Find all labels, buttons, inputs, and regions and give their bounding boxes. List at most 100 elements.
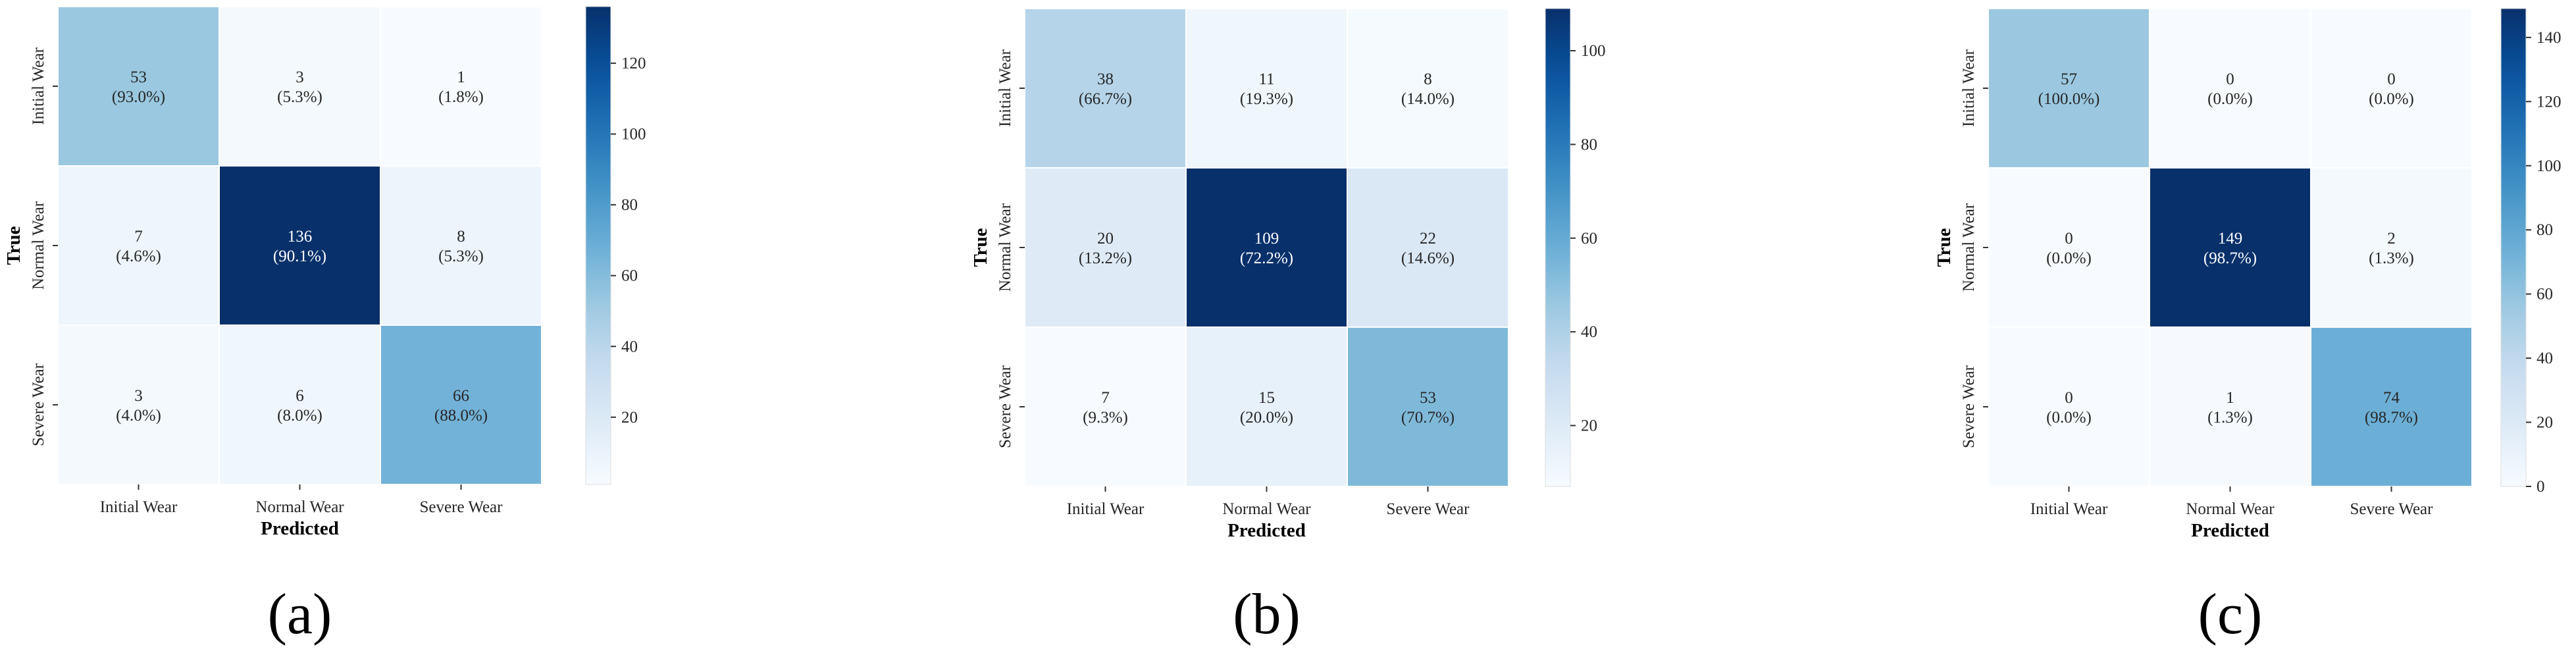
colorbar-tick-label-1: 20 [2537, 414, 2553, 432]
cell-count-2-2: 74 [2383, 389, 2400, 407]
y-tick-label-0: Initial Wear [996, 49, 1014, 127]
colorbar-tick-label-4: 100 [621, 126, 646, 143]
y-tick-label-2: Severe Wear [1960, 365, 1978, 448]
colorbar-tick-label-5: 120 [621, 55, 646, 72]
cell-count-2-0: 7 [1101, 389, 1110, 407]
cell-percent-0-1: (0.0%) [2207, 90, 2253, 108]
cell-0-1 [2149, 8, 2311, 169]
panel-caption: (a) [268, 583, 332, 646]
x-tick-label-0: Initial Wear [1067, 500, 1145, 518]
cell-1-2 [1347, 167, 1509, 328]
cell-count-2-1: 6 [296, 387, 304, 405]
cell-percent-0-1: (5.3%) [277, 88, 322, 106]
cell-count-0-1: 0 [2226, 70, 2234, 88]
panel-b: 38 (66.7%) 11 (19.3%) 8 (14.0%) 20 (13.2%) 109 (7… [970, 8, 1606, 646]
cell-count-0-1: 11 [1258, 70, 1274, 88]
cell-count-0-0: 53 [130, 68, 147, 86]
cell-2-2 [2310, 326, 2473, 487]
cell-count-2-2: 53 [1420, 389, 1436, 407]
cell-percent-1-2: (1.3%) [2369, 249, 2414, 267]
cell-count-1-0: 7 [134, 228, 143, 246]
colorbar [1545, 8, 1571, 487]
cell-1-1 [1185, 167, 1348, 328]
x-axis-label: Predicted [261, 518, 339, 539]
x-tick-label-1: Normal Wear [1222, 500, 1311, 518]
colorbar-tick-label-2: 60 [621, 267, 638, 285]
y-tick-label-1: Normal Wear [30, 201, 47, 290]
x-tick-label-1: Normal Wear [255, 498, 344, 516]
y-tick-label-0: Initial Wear [1960, 49, 1978, 127]
cell-2-2 [380, 325, 542, 485]
colorbar [2500, 8, 2527, 487]
cell-percent-1-0: (4.6%) [116, 247, 161, 265]
cell-percent-2-0: (0.0%) [2046, 409, 2092, 427]
colorbar-tick-label-3: 60 [2537, 286, 2553, 303]
cell-count-1-2: 8 [457, 228, 465, 246]
panel-caption: (b) [1233, 583, 1301, 646]
cell-count-0-0: 38 [1097, 70, 1114, 88]
colorbar-tick-label-4: 80 [2537, 221, 2553, 239]
y-tick-label-2: Severe Wear [30, 363, 47, 446]
colorbar-tick-label-0: 20 [1581, 417, 1597, 434]
cell-percent-0-1: (19.3%) [1240, 90, 1293, 108]
cell-2-2 [1347, 326, 1509, 487]
colorbar-tick-label-7: 140 [2537, 29, 2562, 47]
cell-count-0-2: 8 [1424, 70, 1432, 88]
colorbar-tick-label-2: 40 [2537, 350, 2553, 367]
cell-2-1 [2149, 326, 2311, 487]
cell-percent-0-2: (14.0%) [1401, 90, 1455, 108]
cell-percent-2-1: (8.0%) [277, 407, 322, 425]
cell-percent-1-0: (0.0%) [2046, 249, 2092, 267]
x-tick-label-2: Severe Wear [2350, 500, 2434, 518]
cell-count-1-1: 149 [2218, 230, 2243, 247]
cell-count-1-2: 22 [1420, 230, 1436, 247]
cell-1-1 [2149, 167, 2311, 328]
colorbar-tick-label-0: 20 [621, 409, 638, 427]
cell-1-0 [1988, 167, 2150, 328]
cell-1-0 [1024, 167, 1187, 328]
cell-percent-2-1: (1.3%) [2207, 409, 2253, 427]
cell-2-1 [219, 325, 381, 485]
cell-percent-1-1: (72.2%) [1240, 249, 1293, 267]
colorbar-tick-label-6: 120 [2537, 93, 2562, 111]
cell-1-1 [219, 165, 381, 326]
cell-count-1-1: 109 [1254, 230, 1279, 247]
y-axis-label: True [970, 228, 991, 267]
colorbar-tick-label-5: 100 [2537, 157, 2562, 175]
cell-count-2-0: 3 [134, 387, 143, 405]
cell-percent-2-1: (20.0%) [1240, 409, 1293, 427]
colorbar-tick-label-4: 100 [1581, 42, 1606, 60]
cell-count-1-1: 136 [288, 228, 313, 246]
cell-percent-0-0: (93.0%) [112, 88, 165, 106]
cell-0-1 [1185, 8, 1348, 169]
y-tick-label-2: Severe Wear [996, 365, 1014, 448]
x-tick-label-1: Normal Wear [2186, 500, 2275, 518]
cell-percent-1-2: (14.6%) [1401, 249, 1455, 267]
cell-1-0 [57, 165, 220, 326]
cell-count-1-0: 20 [1097, 230, 1114, 247]
cell-count-0-2: 1 [457, 68, 465, 86]
cell-0-2 [380, 6, 542, 167]
cell-percent-1-0: (13.2%) [1079, 249, 1132, 267]
cell-count-2-2: 66 [453, 387, 469, 405]
cell-percent-2-0: (9.3%) [1083, 409, 1128, 427]
cell-count-2-1: 15 [1258, 389, 1275, 407]
x-tick-label-0: Initial Wear [100, 498, 178, 516]
y-axis-label: True [1934, 228, 1955, 267]
cell-percent-2-2: (98.7%) [2365, 409, 2418, 427]
cell-1-2 [380, 165, 542, 326]
cell-percent-0-2: (1.8%) [438, 88, 484, 106]
cell-percent-2-0: (4.0%) [116, 407, 161, 425]
cell-percent-1-1: (98.7%) [2203, 249, 2257, 267]
cell-percent-2-2: (70.7%) [1401, 409, 1455, 427]
cell-percent-0-2: (0.0%) [2369, 90, 2414, 108]
cell-count-0-2: 0 [2387, 70, 2396, 88]
cell-0-2 [1347, 8, 1509, 169]
cell-0-2 [2310, 8, 2473, 169]
colorbar [585, 6, 611, 485]
y-tick-label-1: Normal Wear [1960, 203, 1978, 292]
colorbar-tick-label-1: 40 [621, 338, 638, 355]
x-axis-label: Predicted [2191, 520, 2269, 541]
y-tick-label-0: Initial Wear [30, 47, 47, 125]
panel-a: 53 (93.0%) 3 (5.3%) 1 (1.8%) 7(4.6%) 136(90.1%)… [3, 6, 646, 646]
